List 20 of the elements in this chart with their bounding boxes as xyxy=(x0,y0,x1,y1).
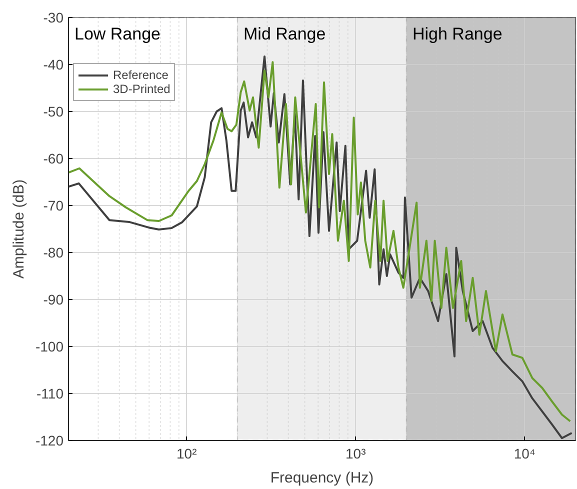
band-label: Low Range xyxy=(74,24,161,44)
x-axis-title: Frequency (Hz) xyxy=(270,470,374,486)
y-axis-title: Amplitude (dB) xyxy=(10,179,28,279)
legend-label: Reference xyxy=(113,68,168,82)
x-tick-label: 10² xyxy=(176,446,198,462)
y-tick-label: -60 xyxy=(43,150,64,166)
y-tick-label: -40 xyxy=(43,56,64,72)
y-tick-label: -80 xyxy=(43,244,64,260)
x-tick-label: 10⁴ xyxy=(514,446,536,462)
legend-label: 3D-Printed xyxy=(113,82,170,96)
band-label: High Range xyxy=(412,24,502,44)
x-tick-label: 10³ xyxy=(346,446,366,462)
y-tick-label: -90 xyxy=(43,292,64,308)
y-tick-label: -120 xyxy=(35,432,64,448)
band-label: Mid Range xyxy=(244,24,326,44)
y-tick-label: -70 xyxy=(43,198,64,214)
y-tick-label: -30 xyxy=(43,10,64,26)
y-tick-label: -50 xyxy=(43,104,64,120)
y-tick-label: -100 xyxy=(35,338,64,354)
y-tick-label: -110 xyxy=(36,386,64,402)
